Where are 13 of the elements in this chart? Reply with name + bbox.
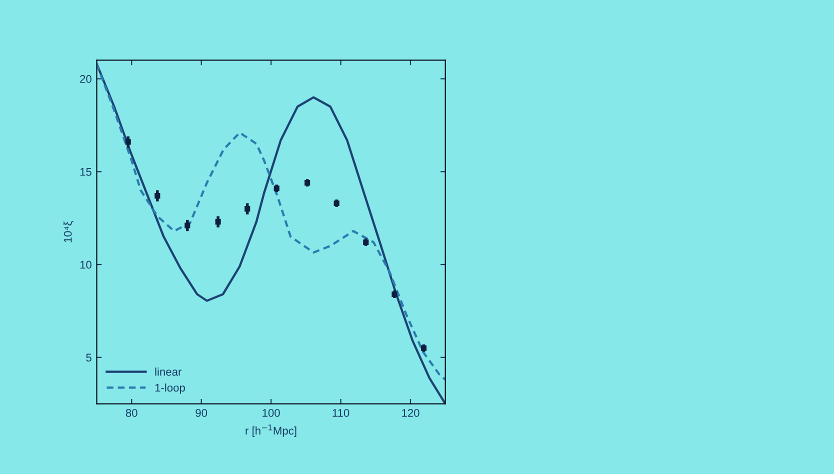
legend-label: linear: [155, 368, 182, 376]
x-tick-label: 80: [126, 409, 138, 417]
y-tick-label: 5: [86, 354, 92, 362]
x-tick-label: 120: [402, 409, 420, 417]
x-axis-title: r [h$^{−1}$Mpc]: [246, 424, 296, 437]
x-tick-label: 90: [196, 409, 208, 417]
legend-label: 1-loop: [155, 383, 185, 394]
y-tick-label: 20: [80, 75, 92, 83]
y-axis-title: 10⁴ξ: [64, 221, 74, 242]
x-tick-label: 100: [262, 409, 280, 417]
x-tick-label: 110: [332, 409, 350, 417]
y-tick-label: 10: [80, 260, 92, 269]
y-tick-label: 15: [80, 168, 92, 176]
